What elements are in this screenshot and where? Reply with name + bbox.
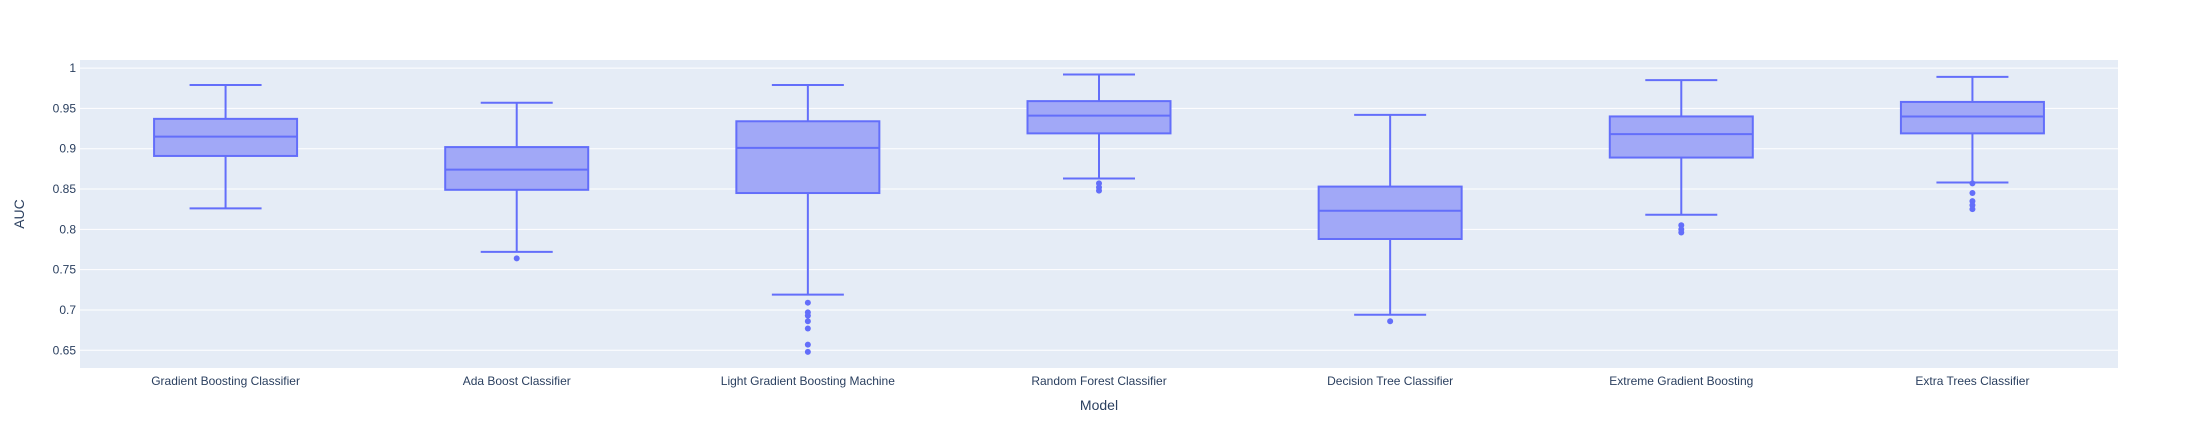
outlier-point (1096, 187, 1102, 194)
x-tick-label: Decision Tree Classifier (1327, 374, 1453, 388)
x-tick-labels: Gradient Boosting Classifier Ada Boost Cl… (151, 374, 2029, 388)
box-1 (444, 101, 590, 262)
box-6 (1899, 75, 2045, 213)
x-tick-label: Extra Trees Classifier (1915, 374, 2029, 388)
x-tick-label: Random Forest Classifier (1031, 374, 1166, 388)
outlier-point (1387, 318, 1394, 325)
box-iqr (444, 146, 590, 191)
box-4 (1317, 113, 1463, 325)
box-iqr (1317, 185, 1463, 240)
outlier-point (513, 255, 520, 262)
box-iqr (735, 120, 881, 195)
y-tick-label: 0.7 (59, 303, 76, 317)
box-0 (153, 83, 299, 210)
outlier-point (1678, 229, 1685, 236)
outlier-point (1969, 206, 1976, 213)
x-tick-label: Light Gradient Boosting Machine (721, 374, 895, 388)
box-iqr (1026, 100, 1172, 135)
outlier-point (804, 312, 811, 319)
outlier-point (804, 299, 811, 306)
box-5 (1608, 79, 1754, 236)
y-tick-label: 0.75 (53, 263, 77, 277)
y-tick-label: 0.95 (53, 101, 77, 115)
boxes (153, 73, 2045, 355)
y-tick-label: 0.8 (59, 222, 76, 236)
x-axis-title: Model (1080, 397, 1118, 413)
x-tick-label: Extreme Gradient Boosting (1609, 374, 1753, 388)
x-tick-label: Gradient Boosting Classifier (151, 374, 300, 388)
x-tick-label: Ada Boost Classifier (463, 374, 571, 388)
outlier-point (1969, 190, 1976, 197)
y-axis-title: AUC (11, 199, 27, 229)
box-3 (1026, 73, 1172, 194)
y-tick-label: 0.85 (53, 182, 77, 196)
box-2 (735, 83, 881, 355)
box-iqr (1608, 115, 1754, 159)
y-tick-label: 0.65 (53, 343, 77, 357)
outlier-point (1969, 180, 1976, 187)
y-tick-labels: 0.65 0.7 0.75 0.8 0.85 0.9 0.95 1 (53, 61, 77, 357)
outlier-point (804, 348, 811, 355)
box-iqr (1899, 100, 2045, 135)
outlier-point (804, 341, 811, 348)
outlier-point (804, 325, 811, 332)
y-tick-label: 1 (69, 61, 76, 75)
y-tick-label: 0.9 (59, 142, 76, 156)
outlier-point (804, 318, 811, 325)
